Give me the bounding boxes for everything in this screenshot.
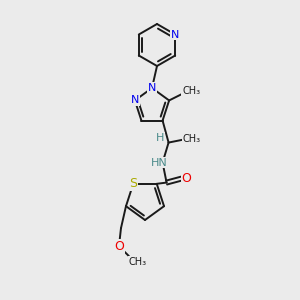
Text: N: N — [171, 29, 179, 40]
Text: N: N — [131, 95, 139, 105]
Text: H: H — [155, 133, 164, 142]
Text: S: S — [129, 177, 137, 190]
Text: N: N — [148, 83, 156, 93]
Text: HN: HN — [151, 158, 168, 168]
Text: O: O — [182, 172, 191, 185]
Text: CH₃: CH₃ — [129, 257, 147, 267]
Text: CH₃: CH₃ — [182, 86, 200, 96]
Text: O: O — [114, 240, 124, 253]
Text: CH₃: CH₃ — [182, 134, 201, 144]
